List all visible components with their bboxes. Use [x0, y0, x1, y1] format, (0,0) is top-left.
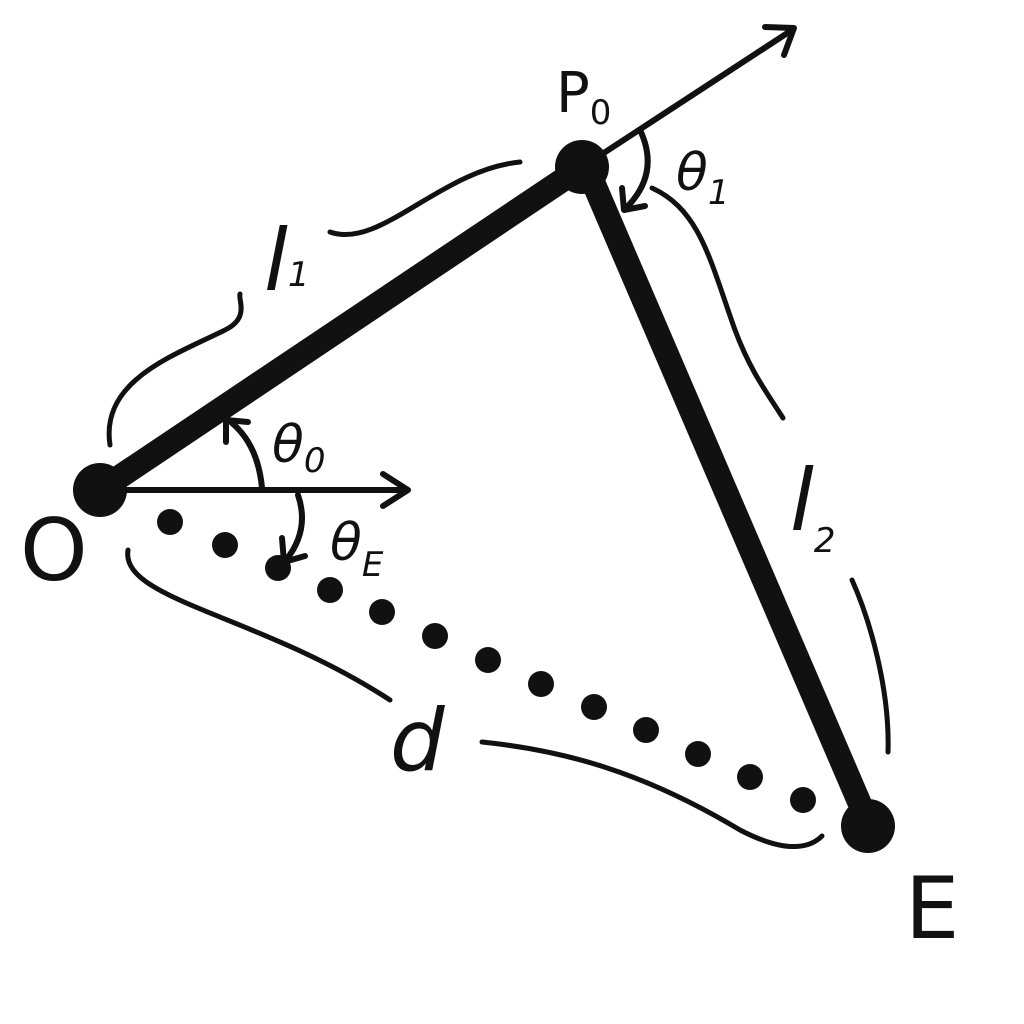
distance-label: d — [390, 691, 445, 791]
link-2-label-sub: 2 — [814, 521, 836, 561]
theta1-label-sub: 1 — [708, 173, 730, 213]
link-1-extension-arrow — [587, 24, 797, 165]
link-1-label: l1 — [264, 211, 310, 311]
end-effector-point — [841, 799, 895, 853]
theta1-arc — [619, 127, 651, 213]
horizontal-reference-arrow — [107, 471, 411, 509]
theta0-label-sub: 0 — [304, 441, 326, 481]
thetaE-label-main: θ — [330, 513, 362, 573]
link-2-label: l2 — [790, 451, 836, 561]
joint-label: P0 — [556, 61, 611, 133]
thetaE-label: θE — [330, 513, 384, 585]
theta0-label-main: θ — [272, 415, 304, 475]
origin-label: O — [20, 501, 88, 601]
link-2-brace — [649, 185, 891, 755]
distance-brace — [125, 547, 825, 849]
joint-label-sub: 0 — [590, 93, 612, 133]
link-1 — [88, 155, 594, 502]
joint-point-p0 — [555, 140, 609, 194]
thetaE-arc — [279, 492, 308, 565]
distance-dotted-line — [157, 509, 816, 813]
theta1-label: θ1 — [676, 143, 729, 213]
link-1-brace — [106, 159, 523, 448]
link-1-label-sub: 1 — [288, 255, 310, 295]
theta1-label-main: θ — [676, 143, 708, 203]
thetaE-label-sub: E — [362, 545, 384, 585]
origin-point — [73, 463, 127, 517]
end-effector-label: E — [905, 859, 959, 959]
link-2-label-main: l — [790, 451, 814, 551]
joint-label-main: P — [556, 61, 590, 126]
theta0-label: θ0 — [272, 415, 325, 481]
link-2 — [578, 163, 878, 830]
theta0-arc — [223, 417, 265, 491]
link-1-label-main: l — [264, 211, 288, 311]
